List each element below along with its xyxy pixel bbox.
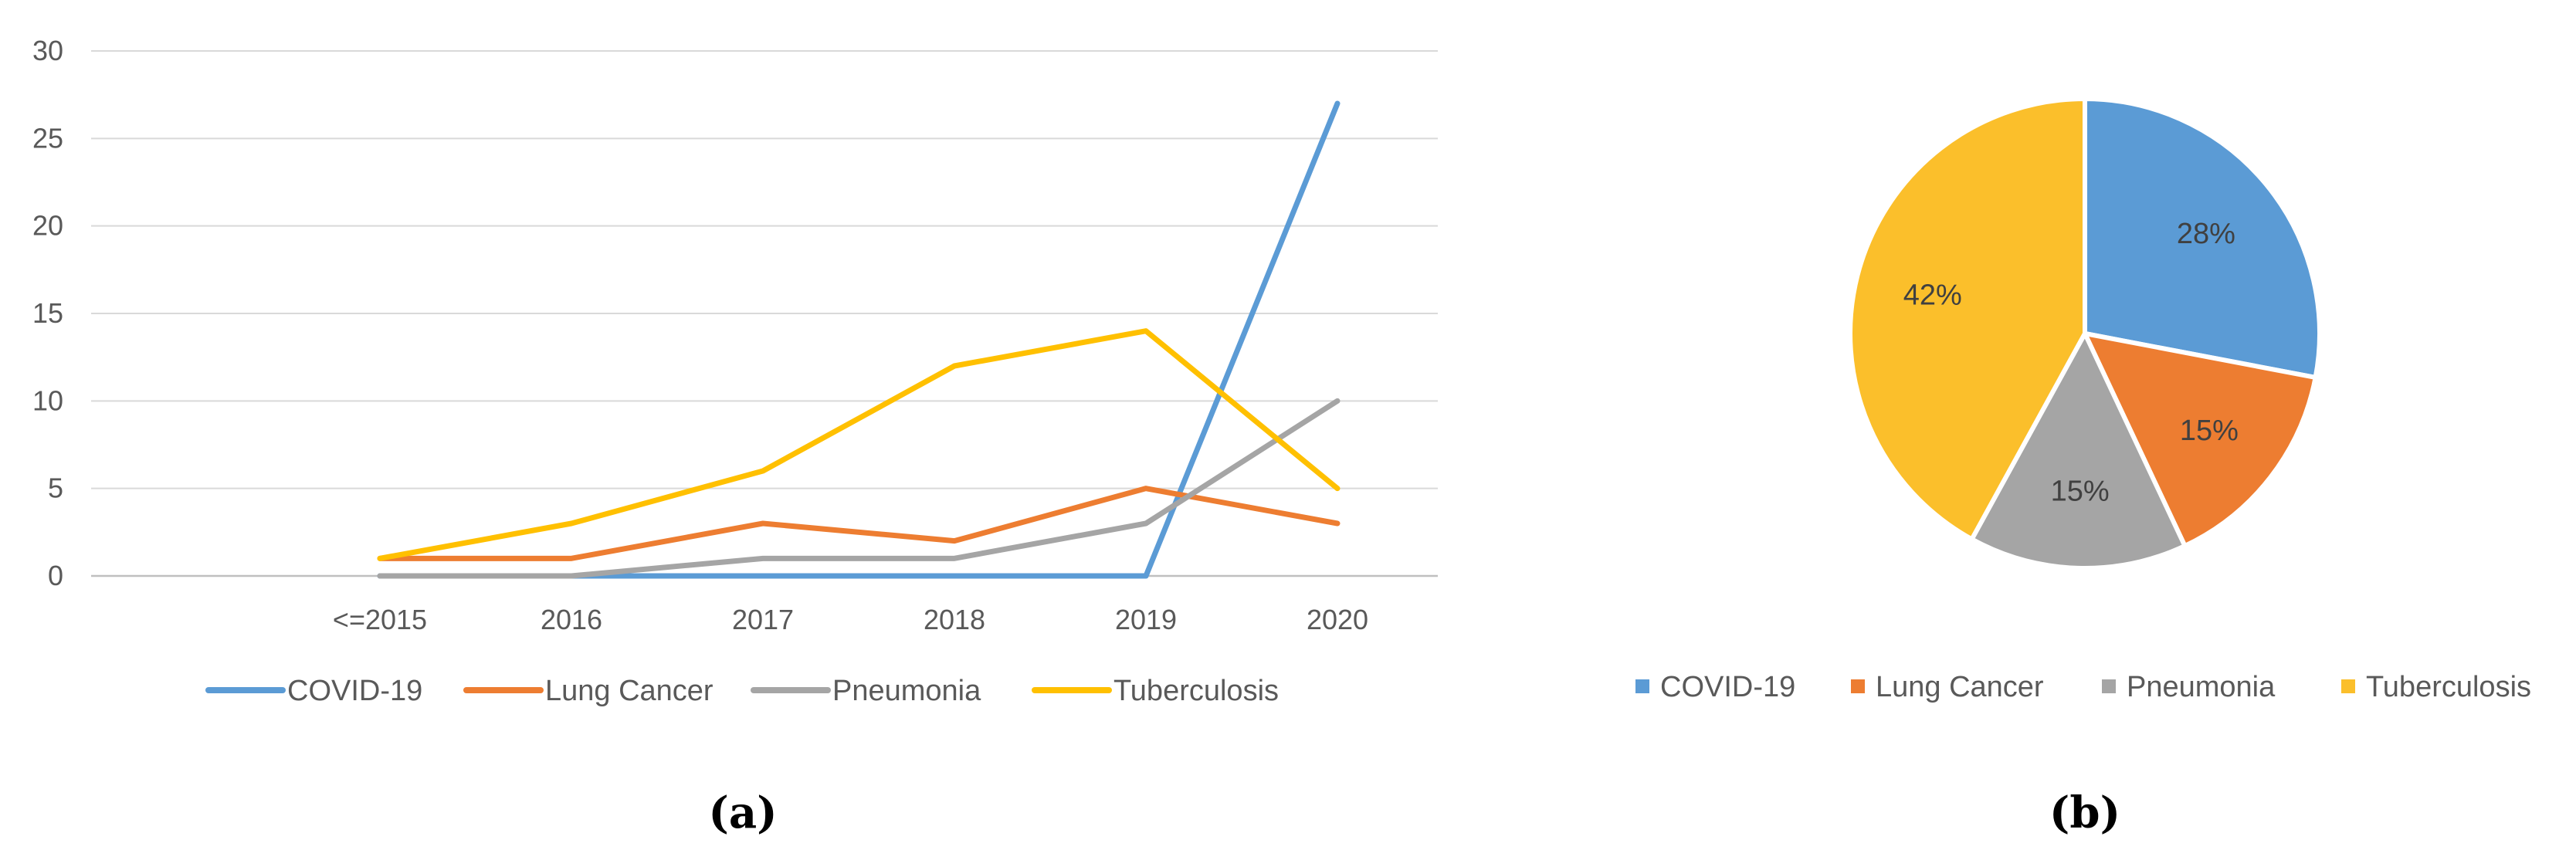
y-tick-label: 30 [32,35,63,66]
gridlines [91,50,1438,577]
x-tick-label: 2016 [541,604,602,635]
legend-item-pneumonia: Pneumonia [2102,671,2276,703]
legend-label: Tuberculosis [2366,671,2531,703]
pie-slice-pneumonia [1969,331,2188,571]
legend-item-tuberculosis: Tuberculosis [2341,671,2531,703]
pie-slice-lung-cancer [2083,331,2318,549]
pie-slice-label: 28% [2177,218,2235,250]
legend-item-tuberculosis: Tuberculosis [1032,675,1279,707]
pie-slice-covid-19 [2083,97,2323,380]
series-line-tuberculosis [377,328,1341,561]
pie-slice-label: 42% [1903,279,1962,311]
x-tick-label: 2017 [732,604,794,635]
y-axis-tick-labels: 0 5 10 15 20 25 30 [32,35,63,591]
x-tick-label: <=2015 [333,604,427,635]
pie-slices [1848,97,2323,571]
pie-slice-labels: 28% 15% 15% 42% [1903,218,2239,507]
legend-item-lung-cancer: Lung Cancer [463,675,713,707]
legend-label: Pneumonia [832,675,981,707]
panel-label-a: (a) [708,787,777,838]
x-tick-label: 2020 [1307,604,1368,635]
legend-item-covid-19: COVID-19 [1635,671,1795,703]
pie-legend: COVID-19 Lung Cancer Pneumonia Tuberculosis [1635,671,2531,703]
legend-swatch [2102,679,2116,693]
x-axis-tick-labels: <=2015 2016 2017 2018 2019 2020 [333,604,1368,635]
series-line-covid-19 [377,100,1341,579]
pie-chart: 28% 15% 15% 42% COVID-19 Lung Cancer Pneumoni… [1635,97,2531,838]
y-tick-label: 15 [32,297,63,329]
legend-label: Lung Cancer [545,675,713,707]
y-tick-label: 0 [48,560,63,591]
pie-slice-label: 15% [2180,415,2239,447]
line-legend: COVID-19 Lung Cancer Pneumonia Tuberculosis [205,675,1279,707]
legend-label: Tuberculosis [1113,675,1279,707]
y-tick-label: 20 [32,210,63,242]
y-tick-label: 25 [32,122,63,154]
line-series-group [377,100,1341,579]
legend-swatch [1635,679,1649,693]
legend-item-covid-19: COVID-19 [205,675,422,707]
series-line-pneumonia [377,398,1341,579]
legend-label: COVID-19 [1660,671,1795,703]
legend-swatch [2341,679,2355,693]
legend-swatch [1851,679,1865,693]
pie-slice-label: 15% [2051,476,2110,508]
x-tick-label: 2018 [924,604,985,635]
legend-label: Lung Cancer [1876,671,2044,703]
series-line-lung-cancer [377,486,1341,561]
pie-slice-tuberculosis [1848,97,2087,542]
legend-item-lung-cancer: Lung Cancer [1851,671,2044,703]
legend-label: COVID-19 [287,675,422,707]
y-tick-label: 10 [32,384,63,416]
y-tick-label: 5 [48,472,63,504]
panel-label-b: (b) [2049,787,2120,838]
legend-label: Pneumonia [2127,671,2276,703]
legend-item-pneumonia: Pneumonia [751,675,981,707]
x-tick-label: 2019 [1115,604,1177,635]
